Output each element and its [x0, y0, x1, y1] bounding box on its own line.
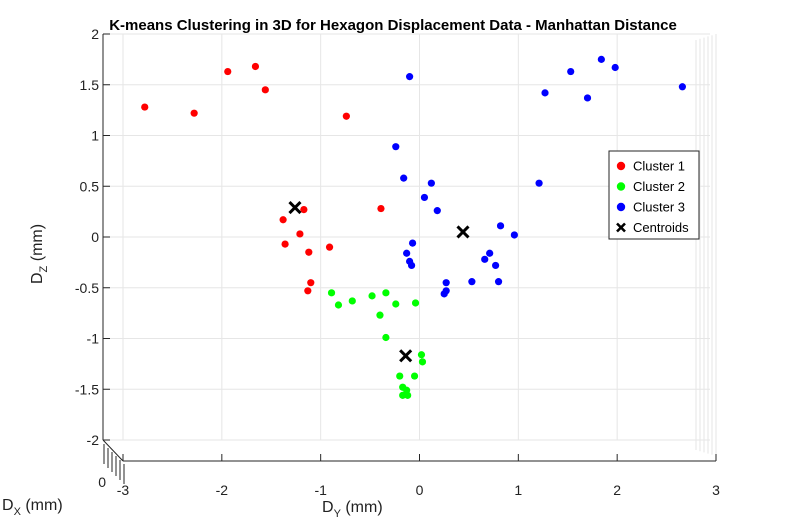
- cluster-2-point: [417, 351, 426, 359]
- cluster-1-point: [279, 216, 287, 224]
- centroid-marker: [456, 225, 470, 239]
- cluster-1-point: [377, 204, 385, 213]
- legend[interactable]: Cluster 1 Cluster 2 Cluster 3 Centroids: [608, 150, 700, 240]
- cluster-3-point: [433, 207, 441, 215]
- cluster-1-point: [304, 287, 312, 295]
- cluster-2-point: [376, 311, 384, 319]
- cluster-2-point: [334, 301, 343, 309]
- cluster-2-point: [418, 358, 427, 366]
- cluster-3-point: [420, 193, 429, 202]
- cluster-1-point: [307, 279, 315, 287]
- y-tick-label: 0.5: [80, 178, 100, 194]
- tick-labels: -3 -2 -1 0 1 2 3 -2 -1.5 -1 -0.5 0 0.5 1 1.5 2 0: [75, 26, 720, 498]
- y-tick-label: 0: [91, 229, 99, 245]
- cluster-2-point: [348, 297, 356, 305]
- cluster-3-point: [486, 249, 494, 257]
- grid-lines: [102, 33, 717, 484]
- x-tick-label: 1: [514, 482, 522, 498]
- cluster-3-point: [583, 94, 592, 102]
- cluster-3-point: [403, 249, 411, 257]
- legend-label-cluster-3: Cluster 3: [633, 200, 685, 215]
- cluster-1-point: [300, 205, 308, 214]
- y-axis-label: DZ (mm): [29, 224, 50, 284]
- centroid-marker: [288, 201, 302, 215]
- y-tick-label: -1.5: [75, 381, 99, 397]
- cluster-2-point: [382, 289, 390, 297]
- cluster-2-point: [404, 391, 412, 399]
- x-tick-label: 2: [613, 482, 621, 498]
- cluster-3-point: [492, 261, 500, 270]
- cluster-3-point: [407, 261, 416, 270]
- cluster-1-point: [342, 112, 350, 120]
- cluster-2-point: [396, 372, 404, 380]
- data-points: [141, 55, 686, 399]
- legend-marker-cluster-1: [616, 161, 626, 171]
- legend-marker-cluster-2: [616, 182, 626, 191]
- legend-items: Cluster 1 Cluster 2 Cluster 3 Centroids: [616, 159, 689, 235]
- cluster-3-point: [611, 63, 619, 72]
- cluster-2-point: [410, 372, 419, 380]
- cluster-2-point: [382, 333, 390, 342]
- z-axis-label: DX (mm): [2, 497, 63, 518]
- cluster-2-point: [368, 292, 376, 300]
- cluster-3-point: [567, 67, 575, 76]
- legend-marker-centroids: [616, 222, 626, 233]
- x-axis-label: DY (mm): [322, 499, 383, 520]
- cluster-1-point: [305, 248, 313, 256]
- legend-label-cluster-1: Cluster 1: [633, 159, 685, 174]
- z-axis-line: [102, 439, 124, 462]
- cluster-3-point: [468, 278, 476, 286]
- cluster-3-point: [392, 143, 400, 151]
- y-tick-label: -1: [87, 331, 100, 347]
- x-tick-label: -1: [314, 482, 327, 498]
- y-tick-label: -0.5: [75, 280, 99, 296]
- cluster-3-point: [496, 222, 505, 230]
- centroid-marker: [399, 349, 413, 363]
- cluster-3-point: [535, 179, 543, 187]
- cluster-1-point: [261, 86, 269, 94]
- cluster-1-point: [141, 103, 149, 111]
- cluster-3-point: [678, 83, 686, 91]
- cluster-3-point: [427, 179, 435, 187]
- cluster-3-point: [408, 239, 417, 247]
- cluster-3-point: [541, 89, 549, 97]
- cluster-2-point: [392, 300, 400, 308]
- cluster-1-point: [325, 243, 334, 251]
- cluster-3-point: [406, 73, 414, 81]
- z-tick-label: 0: [98, 474, 106, 490]
- cluster-1-point: [296, 230, 304, 238]
- legend-label-centroids: Centroids: [633, 220, 689, 235]
- cluster-2-point: [411, 299, 420, 307]
- cluster-3-point: [510, 231, 518, 239]
- x-tick-label: 0: [416, 482, 424, 498]
- y-tick-label: -2: [87, 432, 100, 448]
- y-tick-label: 1: [91, 128, 99, 144]
- chart-title: K-means Clustering in 3D for Hexagon Dis…: [109, 17, 677, 34]
- x-tick-label: -3: [117, 482, 130, 498]
- cluster-1-point: [281, 240, 289, 248]
- cluster-3-point: [481, 255, 489, 263]
- legend-marker-cluster-3: [616, 202, 626, 212]
- cluster-1-point: [190, 109, 198, 117]
- cluster-2-point: [399, 391, 407, 399]
- cluster-2-point: [327, 289, 336, 297]
- cluster-3-point: [400, 174, 408, 182]
- cluster-1-point: [251, 62, 260, 71]
- cluster-3-point: [442, 279, 450, 287]
- legend-label-cluster-2: Cluster 2: [633, 179, 685, 194]
- cluster-3-point: [597, 55, 605, 63]
- x-tick-label: 3: [712, 482, 720, 498]
- cluster-3-point: [440, 290, 448, 298]
- cluster-3-point: [494, 278, 503, 286]
- x-tick-label: -2: [216, 482, 229, 498]
- y-tick-label: 2: [91, 26, 99, 42]
- cluster-1-point: [224, 67, 232, 76]
- y-tick-label: 1.5: [80, 77, 100, 93]
